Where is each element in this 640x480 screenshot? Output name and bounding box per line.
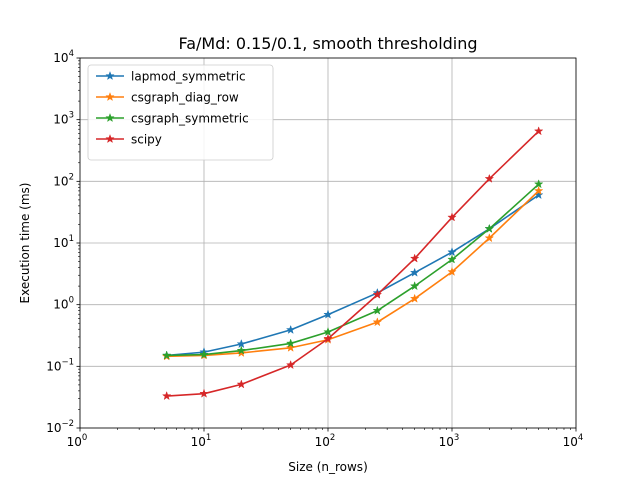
series-line xyxy=(166,190,540,358)
data-point xyxy=(323,309,333,319)
data-point xyxy=(285,359,296,370)
data-point xyxy=(161,390,172,401)
y-tick-label: 104 xyxy=(53,49,74,65)
legend-box xyxy=(87,64,274,161)
data-point xyxy=(533,179,544,189)
axis-ticks: 100 101 102 103 104 10−2 10−1 100 101 102 103 104 xyxy=(46,49,583,449)
series-line xyxy=(166,194,540,357)
x-axis-label: Size (n_rows) xyxy=(288,460,368,474)
data-point xyxy=(447,254,457,264)
legend-label: csgraph_diag_row xyxy=(131,91,239,105)
y-tick-label: 103 xyxy=(53,111,74,127)
legend-label: csgraph_symmetric xyxy=(131,112,249,126)
legend-item: csgraph_symmetric xyxy=(96,112,249,126)
legend-marker xyxy=(105,91,115,102)
data-point xyxy=(484,173,495,183)
data-point xyxy=(236,345,247,355)
series-csgraph_symmetric xyxy=(161,179,544,360)
data-point xyxy=(372,289,383,299)
legend: lapmod_symmetric csgraph_diag_row csgraph_… xyxy=(87,64,274,161)
legend-label: lapmod_symmetric xyxy=(131,70,246,84)
legend-item: scipy xyxy=(96,133,162,147)
x-tick-label: 102 xyxy=(315,433,336,449)
legend-marker xyxy=(105,133,115,144)
data-point xyxy=(372,317,383,327)
legend-item: lapmod_symmetric xyxy=(96,70,246,84)
y-axis-label: Execution time (ms) xyxy=(18,183,32,304)
x-tick-label: 104 xyxy=(563,433,584,449)
data-point xyxy=(409,293,420,303)
data-point xyxy=(447,266,457,276)
y-tick-label: 100 xyxy=(53,296,74,312)
data-point xyxy=(533,126,544,136)
data-point xyxy=(409,281,420,291)
data-point xyxy=(409,253,420,263)
series-scipy xyxy=(161,126,544,401)
data-point xyxy=(372,305,383,315)
data-point xyxy=(409,267,420,277)
data-point xyxy=(236,379,247,389)
data-point xyxy=(161,350,172,360)
legend-marker xyxy=(105,112,115,123)
legend-marker xyxy=(105,70,115,81)
x-tick-label: 103 xyxy=(439,433,460,449)
legend-label: scipy xyxy=(131,133,162,147)
y-tick-label: 101 xyxy=(53,234,74,250)
chart-title: Fa/Md: 0.15/0.1, smooth thresholding xyxy=(178,34,477,53)
x-tick-label: 100 xyxy=(67,433,88,449)
data-point xyxy=(447,212,457,222)
series-line xyxy=(166,183,540,357)
data-point xyxy=(484,233,495,243)
y-tick-label: 102 xyxy=(53,172,74,188)
data-point xyxy=(199,388,209,398)
legend-item: csgraph_diag_row xyxy=(96,91,239,105)
series-line xyxy=(166,130,540,397)
data-point xyxy=(285,338,296,348)
data-point xyxy=(484,223,495,233)
data-point xyxy=(447,247,457,257)
data-point xyxy=(199,349,209,359)
data-point xyxy=(285,342,296,352)
data-point xyxy=(285,324,296,334)
x-tick-label: 101 xyxy=(191,433,212,449)
data-point xyxy=(323,333,333,343)
data-point xyxy=(533,185,544,195)
y-tick-label: 10−1 xyxy=(46,357,74,373)
series-group xyxy=(161,126,544,401)
y-tick-label: 10−2 xyxy=(46,419,74,435)
